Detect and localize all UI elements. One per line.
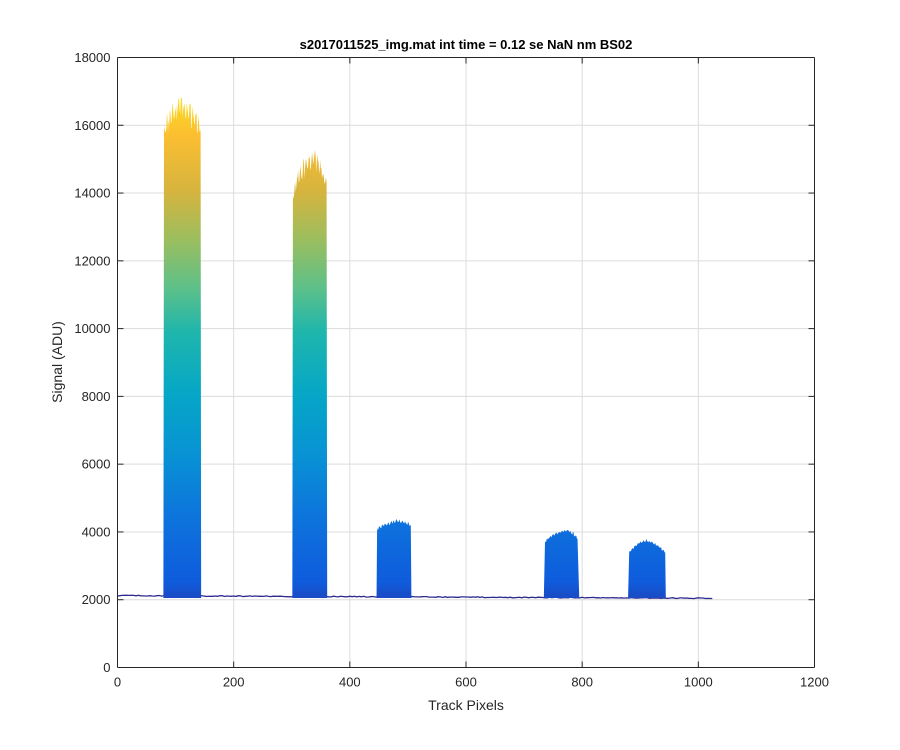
y-axis-label: Signal (ADU): [49, 321, 65, 403]
x-axis-label: Track Pixels: [428, 697, 504, 713]
y-axis-ticks: 0 2000 4000 6000 8000 10000 12000 14000 16000 180…: [74, 50, 815, 675]
peak-1: [163, 97, 202, 599]
peak-4: [543, 529, 580, 599]
baseline-trace: [117, 594, 713, 600]
x-tick-label: 400: [339, 675, 361, 690]
x-tick-label: 0: [114, 675, 121, 690]
y-tick-label: 2000: [82, 592, 111, 607]
x-tick-label: 600: [455, 675, 477, 690]
peak-3: [376, 519, 412, 599]
peak-5: [628, 539, 666, 599]
chart-title: s2017011525_img.mat int time = 0.12 se N…: [300, 37, 633, 52]
data-marks: [117, 97, 713, 600]
x-tick-label: 1200: [800, 675, 829, 690]
y-tick-label: 10000: [74, 321, 110, 336]
y-tick-label: 12000: [74, 253, 110, 268]
y-tick-label: 16000: [74, 118, 110, 133]
y-tick-label: 14000: [74, 186, 110, 201]
x-axis-ticks: 0 200 400 600 800 1000 1200: [114, 57, 829, 690]
y-tick-label: 6000: [82, 457, 111, 472]
peak-2: [292, 149, 328, 599]
x-tick-label: 800: [571, 675, 593, 690]
grid: [117, 57, 815, 668]
y-tick-label: 18000: [74, 50, 110, 65]
y-tick-label: 4000: [82, 524, 111, 539]
y-tick-label: 0: [103, 660, 110, 675]
y-tick-label: 8000: [82, 389, 111, 404]
x-tick-label: 1000: [684, 675, 713, 690]
x-tick-label: 200: [223, 675, 245, 690]
